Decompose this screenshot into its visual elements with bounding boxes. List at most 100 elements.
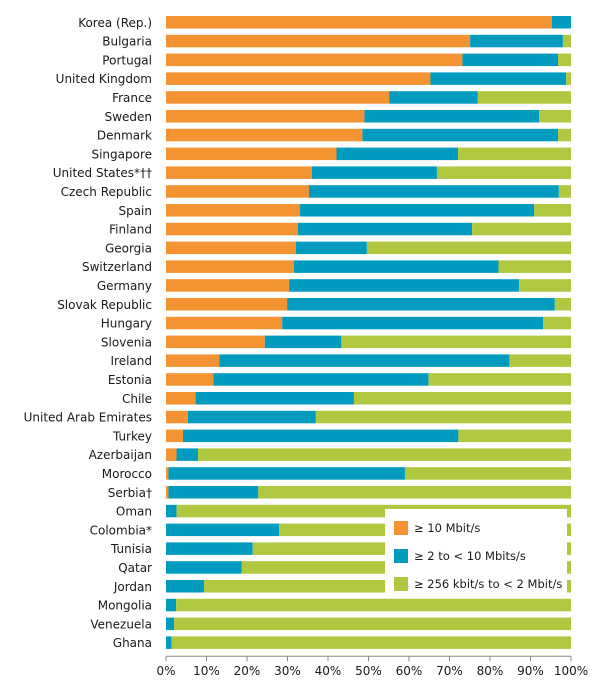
category-label: Turkey: [112, 429, 152, 443]
bar-segment-series-2: [428, 373, 571, 386]
category-label: Serbia†: [108, 486, 152, 500]
bar-row: [166, 598, 571, 612]
x-tick-label: 100%: [554, 664, 588, 678]
category-label: Denmark: [97, 129, 152, 143]
legend-label: ≥ 2 to < 10 Mbits/s: [414, 549, 526, 563]
category-label: Colombia*: [90, 523, 152, 537]
bar-segment-series-2: [566, 72, 571, 85]
bar-row: [166, 222, 571, 236]
bar-segment-series-2: [458, 429, 571, 443]
bar-segment-series-2: [509, 354, 571, 367]
bar-row: [166, 185, 571, 198]
category-label: Hungary: [101, 317, 152, 331]
bar-segment-series-2: [366, 241, 571, 255]
legend-swatch: [394, 549, 408, 563]
bar-row: [166, 335, 571, 349]
x-tick-label: 70%: [436, 664, 463, 678]
bar-segment-series-0: [166, 185, 309, 198]
bar-row: [166, 354, 571, 367]
x-tick-label: 10%: [193, 664, 220, 678]
bar-segment-series-0: [166, 16, 552, 29]
bar-segment-series-2: [543, 316, 571, 330]
bar-row: [166, 204, 571, 217]
bar-segment-series-1: [219, 354, 510, 367]
bar-segment-series-0: [166, 373, 214, 386]
bar-segment-series-1: [430, 72, 567, 85]
category-label: United Kingdom: [56, 72, 152, 86]
bar-segment-series-1: [213, 373, 429, 386]
x-tick-label: 20%: [234, 664, 261, 678]
bar-segment-series-2: [558, 53, 571, 67]
bar-segment-series-1: [362, 128, 559, 142]
bar-segment-series-0: [166, 53, 463, 67]
bar-segment-series-2: [558, 128, 571, 142]
x-tick-label: 50%: [355, 664, 382, 678]
category-label: Czech Republic: [61, 185, 152, 199]
bar-segment-series-2: [558, 185, 571, 198]
legend-swatch: [394, 577, 408, 591]
bar-segment-series-2: [315, 410, 571, 424]
category-label: Ireland: [110, 354, 152, 368]
bar-row: [166, 166, 571, 179]
bar-segment-series-2: [562, 34, 571, 48]
bar-segment-series-1: [296, 241, 367, 255]
bar-segment-series-0: [166, 316, 283, 330]
category-label: Georgia: [105, 241, 152, 255]
category-label: Korea (Rep.): [78, 16, 152, 30]
bar-row: [166, 16, 571, 29]
bar-segment-series-2: [174, 617, 571, 631]
bar-segment-series-2: [519, 279, 571, 292]
category-label: Finland: [109, 223, 152, 237]
x-tick-label: 60%: [396, 664, 423, 678]
bar-segment-series-0: [166, 429, 184, 443]
bar-segment-series-1: [166, 542, 253, 555]
legend-swatch: [394, 521, 408, 535]
bar-segment-series-1: [166, 617, 175, 631]
bar-row: [166, 260, 571, 273]
bar-segment-series-2: [171, 636, 572, 649]
bar-row: [166, 373, 571, 386]
bar-segment-series-0: [166, 166, 312, 179]
bar-segment-series-2: [404, 467, 571, 480]
category-label: Slovak Republic: [57, 298, 152, 312]
category-label: Jordan: [113, 580, 152, 594]
legend-box: [385, 509, 567, 595]
category-label: Qatar: [118, 561, 152, 575]
bar-segment-series-0: [166, 72, 431, 85]
bar-segment-series-1: [298, 222, 473, 236]
bar-segment-series-0: [166, 260, 294, 273]
bar-segment-series-2: [477, 91, 571, 104]
bar-segment-series-1: [364, 110, 540, 123]
bar-segment-series-2: [341, 335, 571, 349]
bar-segment-series-1: [166, 504, 177, 518]
bar-segment-series-2: [197, 448, 571, 461]
category-label: Azerbaijan: [89, 448, 152, 462]
x-axis: 0% 10% 20% 30% 40% 50% 60% 70% 80% 90% 100%: [156, 655, 588, 678]
bar-row: [166, 410, 571, 424]
x-tick-label: 90%: [517, 664, 544, 678]
bar-segment-series-2: [539, 110, 571, 123]
bar-segment-series-2: [436, 166, 571, 179]
category-label: Mongolia: [98, 599, 152, 613]
bar-segment-series-2: [258, 486, 571, 499]
category-label: United States*††: [53, 166, 152, 180]
bar-segment-series-1: [289, 279, 520, 292]
category-label: Chile: [122, 392, 152, 406]
bar-segment-series-0: [166, 91, 390, 104]
bar-segment-series-2: [498, 260, 571, 273]
category-label: Tunisia: [110, 542, 152, 556]
bar-segment-series-0: [166, 147, 337, 161]
bar-segment-series-0: [166, 110, 365, 123]
bar-segment-series-1: [470, 34, 563, 48]
bar-segment-series-0: [166, 354, 220, 367]
bar-segment-series-1: [187, 410, 316, 424]
bar-row: [166, 34, 571, 48]
bar-segment-series-1: [183, 429, 459, 443]
bar-segment-series-2: [554, 298, 571, 311]
bar-segment-series-1: [300, 204, 535, 217]
bar-segment-series-1: [282, 316, 544, 330]
x-tick-label: 80%: [477, 664, 504, 678]
bars-group: [166, 16, 572, 649]
bar-row: [166, 91, 571, 104]
